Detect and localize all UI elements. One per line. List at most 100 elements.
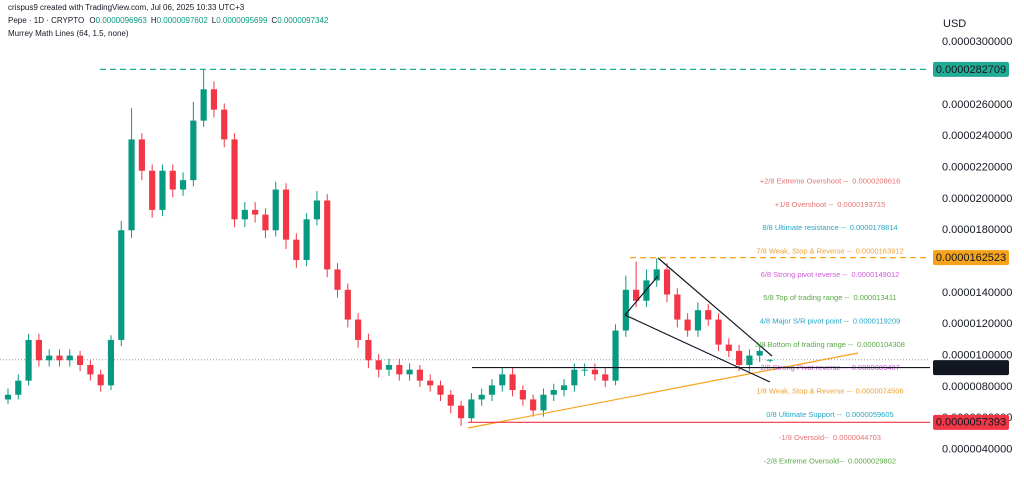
candle-body — [303, 219, 310, 261]
murrey-level: 3/8 Bottom of trading range -- 0.00001043… — [755, 340, 905, 349]
candle-body — [190, 120, 197, 181]
price-box-label: 0.0000092348 — [936, 362, 1006, 374]
murrey-value: 0.0000119209 — [853, 316, 900, 325]
candle-body — [725, 344, 732, 351]
y-tick-label: 0.0000240000 — [942, 130, 1012, 142]
murrey-value: 0.000013411 — [853, 293, 896, 302]
candle-body — [715, 319, 722, 345]
candle-body — [231, 139, 238, 220]
ohlc-label: C — [271, 16, 277, 25]
candle-body — [179, 180, 187, 190]
murrey-value: 0.0000029802 — [848, 457, 896, 466]
murrey-level: 4/8 Major S/R pivot point -- 0.0000119209 — [760, 316, 901, 325]
ohlc-value: 0.0000097602 — [157, 16, 209, 25]
murrey-level: +1/8 Overshoot -- 0.0000193715 — [775, 200, 886, 209]
candle-body — [602, 374, 609, 381]
murrey-label: 8/8 Ultimate resistance -- — [762, 223, 846, 232]
candle-body — [375, 360, 382, 370]
y-tick-label: 0.0000300000 — [942, 36, 1012, 48]
murrey-label: 6/8 Strong pivot reverse -- — [761, 270, 848, 279]
murrey-level: 5/8 Top of trading range -- 0.000013411 — [763, 293, 896, 302]
price-box — [933, 61, 1009, 77]
candle-body — [581, 369, 588, 371]
y-tick-label: 0.0000260000 — [942, 99, 1012, 111]
candle-body — [406, 369, 413, 375]
y-tick-label: 0.0000200000 — [942, 193, 1012, 205]
candle-body — [663, 269, 671, 295]
candle-body — [344, 289, 351, 320]
murrey-level: 6/8 Strong pivot reverse -- 0.0000149012 — [761, 270, 900, 279]
symbol-line: Pepe · 1D · CRYPTO O0.0000096963 H0.00000… — [8, 16, 329, 25]
candle-body — [66, 355, 73, 361]
wedge-edge — [624, 275, 659, 316]
candle-body — [56, 355, 63, 361]
y-tick-label: 0.0000140000 — [942, 287, 1012, 299]
candle-body — [612, 330, 619, 381]
trend-line — [467, 352, 859, 429]
murrey-label: 1/8 Weak, Stop & Reverse -- — [756, 387, 852, 396]
candle-body — [282, 189, 290, 240]
price-box — [933, 360, 1009, 376]
y-tick-label: 0.0000080000 — [942, 381, 1012, 393]
candle-body — [530, 399, 537, 411]
candle-body — [540, 394, 547, 411]
murrey-value: 0.0000044703 — [833, 433, 881, 442]
murrey-label: -1/8 Oversold-- — [779, 433, 830, 442]
candle-body — [736, 350, 743, 365]
candle-body — [293, 239, 300, 261]
ohlc-label: H — [151, 16, 157, 25]
murrey-label: 4/8 Major S/R pivot point -- — [760, 316, 850, 325]
candle-body — [313, 200, 321, 220]
candle-body — [128, 139, 135, 231]
candle-body — [355, 319, 362, 340]
candle-body — [118, 230, 125, 340]
candle-body — [365, 339, 372, 361]
candle-body — [210, 89, 218, 110]
candle-body — [4, 394, 12, 400]
candle-body — [25, 339, 32, 381]
candle-body — [591, 369, 599, 375]
murrey-label: +2/8 Extreme Overshoot -- — [760, 176, 849, 185]
y-tick-label: 0.0000220000 — [942, 162, 1012, 174]
candle-body — [200, 89, 207, 121]
candle-body — [252, 209, 259, 215]
murrey-level: -1/8 Oversold-- 0.0000044703 — [779, 433, 881, 442]
candle-body — [622, 289, 629, 331]
candle-body — [519, 390, 526, 400]
murrey-value: 0.0000059605 — [846, 410, 894, 419]
candle-body — [766, 359, 774, 361]
candle-body — [437, 385, 444, 395]
murrey-value: 0.0000074506 — [856, 387, 904, 396]
murrey-label: 5/8 Top of trading range -- — [763, 293, 850, 302]
candle-body — [76, 355, 84, 365]
candle-body — [509, 374, 516, 391]
candle-body — [550, 390, 557, 395]
murrey-level: 7/8 Weak, Stop & Reverse -- 0.0000163912 — [756, 246, 903, 255]
candle-body — [15, 380, 22, 395]
wedge-lower — [624, 314, 771, 383]
ohlc-label: L — [212, 16, 217, 25]
price-box-label: 0.0000057393 — [936, 417, 1006, 429]
ohlc-value: 0.0000096963 — [96, 16, 148, 25]
murrey-value: 0.0000104308 — [857, 340, 905, 349]
candle-body — [241, 209, 248, 220]
candle-body — [746, 355, 753, 365]
price-box — [933, 250, 1009, 266]
candle-body — [385, 364, 393, 370]
candle-body — [756, 350, 763, 356]
candle-body — [457, 405, 465, 419]
candle-body — [149, 170, 156, 210]
symbol: Pepe · 1D · CRYPTO — [8, 16, 84, 25]
candle-body — [684, 319, 691, 331]
murrey-value: 0.0000163912 — [856, 246, 904, 255]
candle-body — [35, 339, 42, 361]
candle-body — [221, 109, 228, 140]
candle-body — [262, 214, 269, 231]
candle-body — [694, 310, 702, 331]
murrey-level: +2/8 Extreme Overshoot -- 0.0000208616 — [760, 176, 901, 185]
candle-body — [159, 170, 166, 210]
y-tick-label: 0.0000120000 — [942, 318, 1012, 330]
candle-body — [169, 170, 176, 190]
y-tick-label: 0.0000180000 — [942, 224, 1012, 236]
ohlc-label: O — [89, 16, 95, 25]
